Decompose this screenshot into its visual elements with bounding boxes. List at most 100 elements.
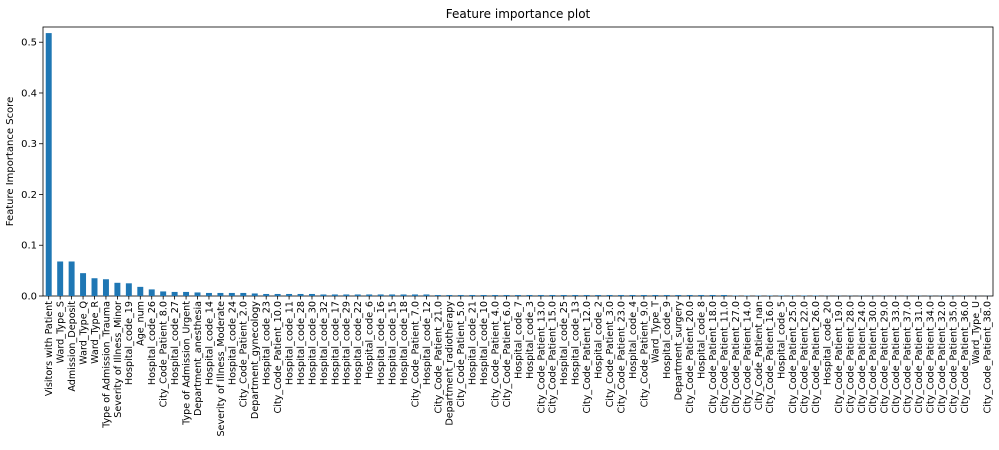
x-tick-label: City_Code_Patient_18.0 xyxy=(708,301,719,414)
x-tick-label: Ward_Type_T xyxy=(651,301,662,363)
x-tick-label: Hospital_code_13 xyxy=(571,301,582,385)
x-tick-label: City_Code_Patient_3.0 xyxy=(605,301,616,407)
x-tick-label: City_Code_Patient_35.0 xyxy=(948,301,959,414)
bar xyxy=(434,294,441,296)
bar xyxy=(160,291,167,296)
bar xyxy=(640,294,647,296)
x-tick-label: City_Code_Patient_28.0 xyxy=(845,301,856,414)
bar xyxy=(629,294,636,296)
x-tick-label: City_Code_Patient_5.0 xyxy=(456,301,467,407)
x-tick-label: Hospital_code_28 xyxy=(296,301,307,385)
x-tick-label: City_Code_Patient_20.0 xyxy=(685,301,696,414)
y-tick-label: 0.1 xyxy=(21,241,37,252)
bar xyxy=(732,295,739,296)
bar xyxy=(675,294,682,296)
x-tick-label: City_Code_Patient_4.0 xyxy=(491,301,502,407)
chart-title: Feature importance plot xyxy=(446,7,591,21)
x-tick-label: Department_gynecology xyxy=(250,301,261,419)
plot-frame xyxy=(42,26,994,297)
x-tick-label: Hospital_code_30 xyxy=(307,301,318,385)
bars-group xyxy=(45,33,991,296)
x-tick-label: City_Code_Patient_13.0 xyxy=(536,301,547,414)
bar xyxy=(389,294,396,296)
bar xyxy=(560,294,567,296)
bar xyxy=(171,291,178,296)
x-tick-label: Ward_Type_S xyxy=(56,301,67,363)
x-tick-label: City_Code_Patient_21.0 xyxy=(433,301,444,414)
bar xyxy=(183,291,190,296)
x-tick-label: City_Code_Patient_2.0 xyxy=(239,301,250,407)
y-axis-label: Feature Importance Score xyxy=(5,97,16,226)
bar xyxy=(480,294,487,296)
bar xyxy=(801,295,808,296)
x-tick-label: Hospital_code_23 xyxy=(262,301,273,385)
bar xyxy=(789,295,796,296)
bar xyxy=(423,294,430,296)
x-tick-label: City_Code_Patient_6.0 xyxy=(502,301,513,407)
bar xyxy=(549,294,556,296)
bar xyxy=(755,295,762,296)
bar xyxy=(698,294,705,296)
x-tick-label: Type of Admission_Urgent xyxy=(181,301,192,426)
bar xyxy=(80,273,87,296)
x-tick-label: Hospital_code_2 xyxy=(594,301,605,379)
bar xyxy=(251,293,258,296)
bar xyxy=(68,261,75,296)
y-tick-label: 0.3 xyxy=(21,139,37,150)
x-tick-label: Hospital_code_5 xyxy=(777,301,788,379)
x-tick-label: Hospital_code_4 xyxy=(628,301,639,379)
bar xyxy=(205,292,212,296)
x-tick-label: Hospital_code_32 xyxy=(319,301,330,385)
bar xyxy=(526,294,533,296)
y-tick-label: 0.0 xyxy=(21,292,37,303)
x-tick-label: City_Code_Patient_15.0 xyxy=(548,301,559,414)
x-tick-label: City_Code_Patient_16.0 xyxy=(765,301,776,414)
x-tick-label: Hospital_code_7 xyxy=(513,301,524,379)
x-tick-label: Ward_Type_R xyxy=(90,301,101,364)
x-tick-label: Department_anesthesia xyxy=(193,301,204,416)
y-tick-label: 0.4 xyxy=(21,88,37,99)
bar xyxy=(663,294,670,296)
plot-area: 0.0 0.1 0.2 0.3 0.4 0.5 Visitors with Patient… xyxy=(21,26,994,437)
x-tick-label: City_Code_Patient_34.0 xyxy=(925,301,936,414)
x-tick-label: Hospital_code_16 xyxy=(376,301,387,385)
x-tick-label: City_Code_Patient_12.0 xyxy=(582,301,593,414)
x-tick-label: City_Code_Patient_10.0 xyxy=(273,301,284,414)
x-tick-label: City_Code_Patient_24.0 xyxy=(857,301,868,414)
x-tick-label: City_Code_Patient_27.0 xyxy=(731,301,742,414)
x-tick-label: Hospital_code_3 xyxy=(525,301,536,379)
x-tick-label: Hospital_code_10 xyxy=(479,301,490,385)
x-tick-label: Severity of Illness_Minor xyxy=(113,301,124,418)
bar xyxy=(286,293,293,296)
x-tick-label: Hospital_code_27 xyxy=(170,301,181,385)
x-tick-label: City_Code_Patient_19.0 xyxy=(834,301,845,414)
x-tick-label: City_Code_Patient_36.0 xyxy=(960,301,971,414)
x-tick-label: City_Code_Patient_32.0 xyxy=(937,301,948,414)
x-tick-label: Hospital_code_11 xyxy=(284,301,295,385)
bar xyxy=(274,293,281,296)
bar xyxy=(309,293,315,296)
x-tick-label: City_Code_Patient_38.0 xyxy=(983,301,994,414)
x-tick-label: Ward_Type_U xyxy=(971,301,982,364)
x-tick-label: Hospital_code_26 xyxy=(147,301,158,385)
x-tick-label: Department_radiotherapy xyxy=(445,301,456,426)
bar xyxy=(572,294,579,296)
bar xyxy=(583,294,590,296)
y-tick-label: 0.2 xyxy=(21,190,37,201)
bar xyxy=(812,295,819,296)
x-tick-label: Hospital_code_24 xyxy=(227,301,238,385)
x-tick-label: Hospital_code_14 xyxy=(204,301,215,385)
x-tick-label: Hospital_code_20 xyxy=(822,301,833,385)
bar xyxy=(194,292,201,296)
bar xyxy=(709,294,716,296)
bar xyxy=(297,293,304,296)
bar xyxy=(148,289,155,296)
bar xyxy=(515,294,521,296)
bar xyxy=(354,294,361,296)
x-tick-label: City_Code_Patient_11.0 xyxy=(719,301,730,414)
bar xyxy=(45,33,52,296)
bar xyxy=(400,294,407,296)
bar xyxy=(537,294,544,296)
bar xyxy=(263,293,270,296)
